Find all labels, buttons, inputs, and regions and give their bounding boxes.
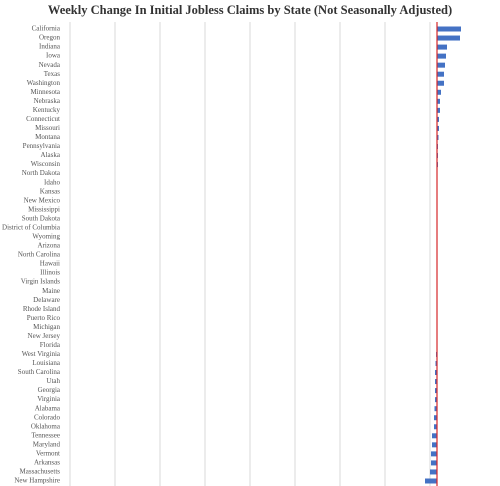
bar [437, 107, 440, 113]
bar [437, 116, 439, 122]
bar [435, 397, 437, 403]
bar [437, 62, 445, 68]
y-tick-label: Indiana [39, 43, 61, 51]
y-tick-label: Missouri [35, 124, 60, 132]
y-tick-label: Mississippi [28, 205, 60, 213]
y-tick-label: Minnesota [30, 88, 60, 96]
y-tick-label: Nevada [39, 61, 61, 69]
y-tick-label: South Carolina [18, 368, 61, 376]
bar [434, 406, 437, 412]
y-tick-label: Maryland [33, 440, 61, 448]
bar [432, 433, 437, 439]
y-tick-label: Puerto Rico [27, 314, 61, 322]
y-tick-label: California [32, 25, 61, 33]
bar [434, 424, 437, 430]
bar [437, 125, 439, 131]
y-tick-label: Michigan [33, 323, 60, 331]
y-tick-label: Massachusetts [20, 468, 61, 476]
bar [434, 415, 437, 421]
chart-title: Weekly Change In Initial Jobless Claims … [48, 3, 452, 17]
bar [437, 35, 460, 41]
y-tick-label: South Dakota [22, 214, 61, 222]
y-tick-label: Washington [27, 79, 61, 87]
y-tick-label: Florida [40, 341, 61, 349]
bar [435, 388, 437, 394]
y-tick-label: Kentucky [33, 106, 61, 114]
y-tick-label: Arizona [37, 242, 60, 250]
y-tick-label: Utah [46, 377, 60, 385]
bar [437, 89, 441, 95]
bar [435, 370, 437, 376]
y-tick-label: West Virginia [22, 350, 61, 358]
y-tick-label: New Mexico [24, 196, 61, 204]
y-tick-label: Alaska [41, 151, 61, 159]
y-tick-label: Arkansas [34, 459, 60, 467]
bar [437, 134, 439, 140]
bar [435, 379, 437, 385]
y-tick-label: Vermont [36, 449, 60, 457]
bar [437, 26, 461, 32]
bar [430, 469, 437, 475]
y-tick-label: Nebraska [34, 97, 61, 105]
y-tick-label: District of Columbia [2, 223, 61, 231]
y-tick-label: Colorado [34, 413, 61, 421]
bar [437, 98, 440, 104]
y-tick-label: Kansas [40, 187, 60, 195]
y-tick-label: North Dakota [22, 169, 61, 177]
y-tick-label: Rhode Island [23, 305, 61, 313]
y-tick-label: New Jersey [28, 332, 61, 340]
y-tick-label: Maine [42, 287, 60, 295]
bar [431, 451, 437, 457]
y-tick-label: Connecticut [26, 115, 60, 123]
y-tick-label: Virginia [37, 395, 61, 403]
y-tick-label: Wyoming [32, 233, 60, 241]
y-tick-label: North Carolina [18, 251, 61, 259]
y-tick-label: New Hampshire [14, 477, 60, 485]
y-tick-label: Virgin Islands [21, 278, 61, 286]
bar [437, 53, 446, 59]
bar [425, 478, 437, 484]
y-tick-label: Illinois [40, 269, 60, 277]
y-tick-label: Pennsylvania [23, 142, 61, 150]
y-tick-label: Georgia [38, 386, 61, 394]
y-tick-label: Oregon [39, 34, 60, 42]
y-tick-label: Louisiana [32, 359, 60, 367]
bar [437, 80, 444, 86]
y-tick-label: Oklahoma [31, 422, 61, 430]
y-tick-label: Hawaii [40, 260, 60, 268]
y-tick-label: Tennessee [31, 431, 60, 439]
bar [437, 44, 447, 50]
y-tick-label: Idaho [44, 178, 60, 186]
bar [437, 71, 444, 77]
y-tick-label: Texas [44, 70, 61, 78]
grid [69, 22, 431, 486]
y-tick-label: Delaware [33, 296, 60, 304]
y-tick-label: Iowa [46, 52, 61, 60]
bar [431, 460, 437, 466]
y-tick-label: Montana [35, 133, 61, 141]
y-tick-label: Alabama [35, 404, 61, 412]
bar [432, 442, 437, 448]
y-tick-label: Wisconsin [31, 160, 61, 168]
bar [435, 360, 437, 366]
